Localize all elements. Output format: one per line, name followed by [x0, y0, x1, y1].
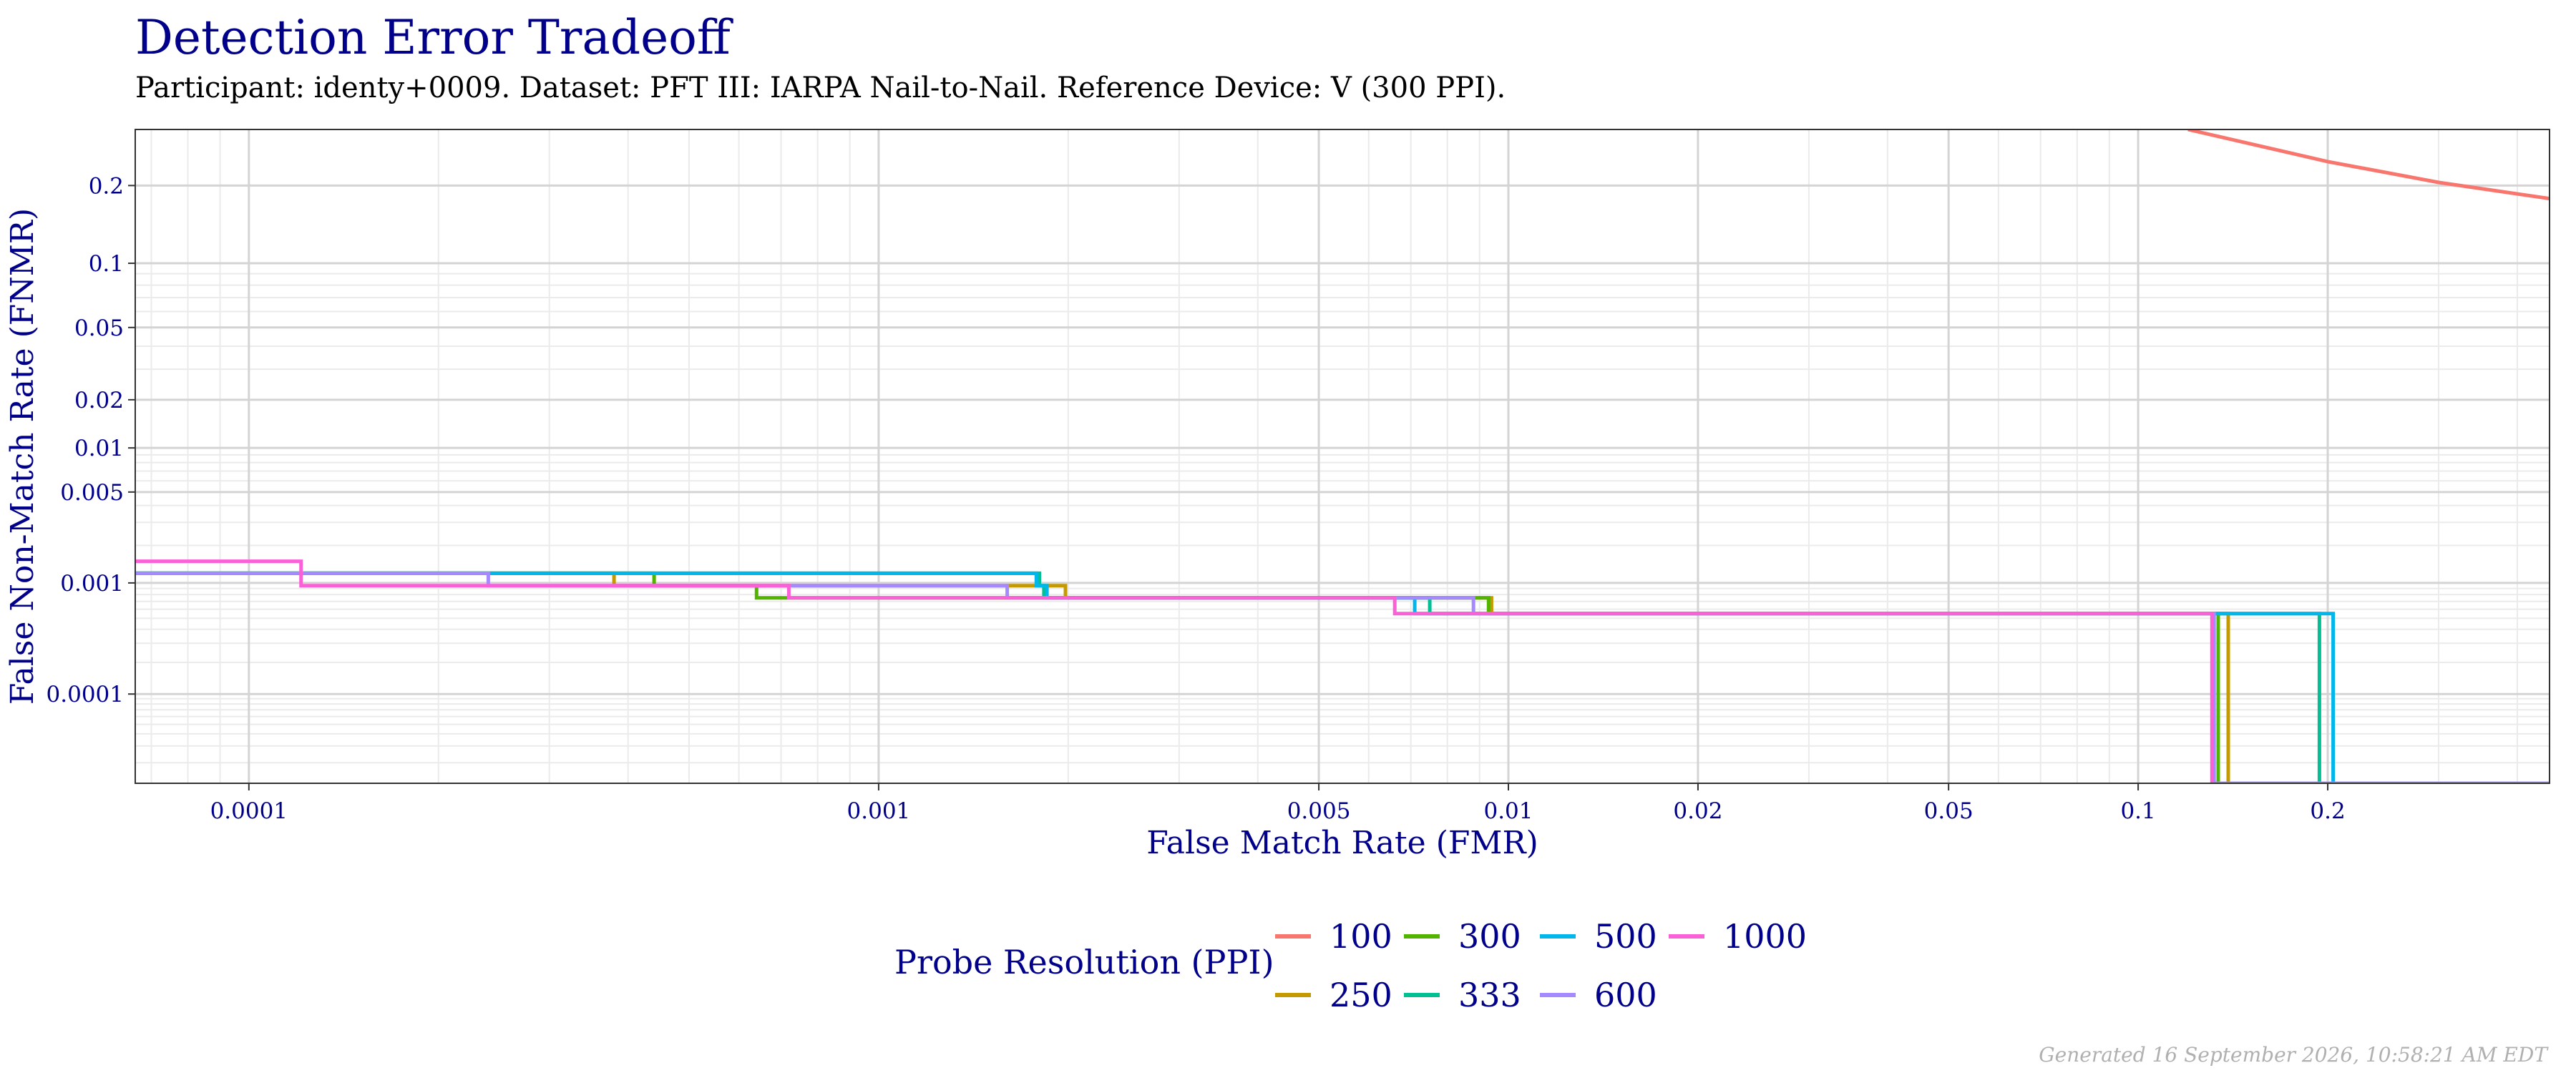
legend-title: Probe Resolution (PPI) [894, 943, 1274, 981]
y-tick-label: 0.005 [60, 480, 124, 506]
legend-key-500 [1540, 934, 1576, 939]
legend-label-100: 100 [1330, 917, 1392, 956]
series-line-1000 [135, 559, 2214, 783]
x-tick-label: 0.005 [1287, 798, 1351, 824]
chart-title: Detection Error Tradeoff [135, 10, 731, 65]
legend-label-333: 333 [1458, 976, 1521, 1014]
legend-item-600: 600 [1540, 976, 1657, 1014]
x-tick-label: 0.001 [847, 798, 911, 824]
legend-item-500: 500 [1540, 917, 1657, 956]
legend-label-300: 300 [1458, 917, 1521, 956]
x-tick-label: 0.1 [2120, 798, 2155, 824]
plot-panel [135, 129, 2550, 783]
y-tick-label: 0.001 [60, 571, 124, 597]
x-tick-label: 0.05 [1924, 798, 1974, 824]
chart-subtitle: Participant: identy+0009. Dataset: PFT I… [135, 72, 1506, 104]
series-line-100 [2187, 129, 2550, 201]
x-tick-label: 0.2 [2310, 798, 2345, 824]
series-layer [135, 129, 2550, 783]
legend-key-600 [1540, 993, 1576, 997]
plot-border [135, 129, 2550, 784]
legend-item-250: 250 [1275, 976, 1392, 1014]
y-tick-label: 0.02 [74, 388, 124, 413]
legend-label-600: 600 [1594, 976, 1657, 1014]
x-axis-title: False Match Rate (FMR) [1146, 825, 1538, 861]
legend-key-1000 [1669, 934, 1704, 939]
y-tick-label: 0.0001 [47, 682, 124, 707]
y-tick-label: 0.01 [74, 436, 124, 461]
legend-item-100: 100 [1275, 917, 1392, 956]
y-tick-label: 0.05 [74, 315, 124, 341]
generated-timestamp: Generated 16 September 2026, 10:58:21 AM… [2039, 1043, 2547, 1067]
legend-item-1000: 1000 [1669, 917, 1807, 956]
x-tick-label: 0.01 [1483, 798, 1533, 824]
legend-key-333 [1404, 993, 1440, 997]
legend-label-1000: 1000 [1723, 917, 1807, 956]
legend-item-333: 333 [1404, 976, 1521, 1014]
legend-key-300 [1404, 934, 1440, 939]
legend-key-250 [1275, 993, 1311, 997]
y-axis-title: False Non-Match Rate (FNMR) [4, 208, 41, 705]
x-tick-label: 0.02 [1673, 798, 1722, 824]
y-tick-label: 0.2 [89, 173, 124, 199]
legend-item-300: 300 [1404, 917, 1521, 956]
y-tick-label: 0.1 [89, 251, 124, 277]
legend-label-500: 500 [1594, 917, 1657, 956]
legend-key-100 [1275, 934, 1311, 939]
legend-label-250: 250 [1330, 976, 1392, 1014]
x-tick-label: 0.0001 [210, 798, 288, 824]
